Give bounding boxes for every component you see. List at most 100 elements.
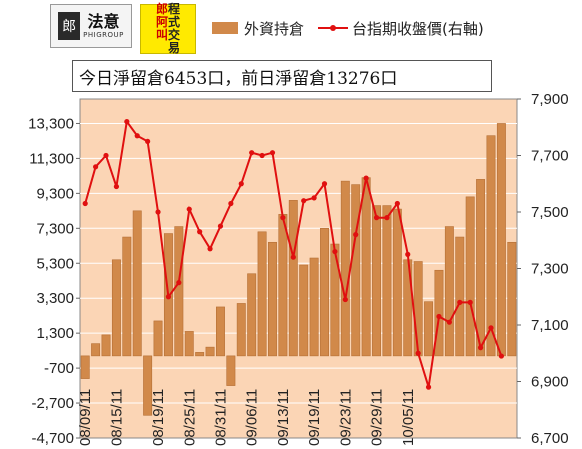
index-close-point <box>353 232 359 238</box>
position-bar <box>195 352 205 357</box>
position-bar <box>268 241 277 357</box>
plot-area <box>79 98 518 439</box>
headline-box: 今日淨留倉6453口，前日淨留倉13276口 <box>72 60 492 92</box>
logo2-char: 交 <box>168 28 181 42</box>
index-close-point <box>82 200 88 207</box>
index-close-point <box>467 299 473 305</box>
position-bar <box>455 236 465 357</box>
position-bar <box>444 226 454 357</box>
left-axis-tick-label: 13,300 <box>28 115 74 132</box>
legend-line-swatch <box>318 22 349 34</box>
index-close-point <box>155 209 161 215</box>
left-axis-tick-label: -4,700 <box>31 430 74 447</box>
position-bar <box>278 214 288 357</box>
position-bar <box>507 241 517 357</box>
index-close-point <box>280 215 286 221</box>
right-axis-tick-label: 7,300 <box>531 261 569 278</box>
legend-bar-label: 外資持倉 <box>244 19 305 38</box>
position-bar <box>424 301 434 357</box>
position-bar <box>174 226 184 357</box>
logo2-char: 易 <box>168 41 181 55</box>
position-bar <box>372 205 381 357</box>
index-close-point <box>457 299 463 305</box>
index-close-point <box>415 350 421 356</box>
index-close-point <box>446 319 452 325</box>
x-axis-tick-label: 09/06/11 <box>244 389 261 446</box>
index-close-point <box>301 198 307 204</box>
index-close-point <box>498 353 504 359</box>
left-axis-tick-label: -700 <box>44 360 74 377</box>
right-axis-tick-label: 7,900 <box>531 91 569 108</box>
logo2-char: 郎 <box>155 2 168 16</box>
left-axis-tick-label: 5,300 <box>36 255 74 272</box>
x-axis-tick-label: 09/13/11 <box>275 389 292 446</box>
index-close-point <box>384 215 390 221</box>
right-axis-tick-label: 7,700 <box>531 148 569 165</box>
position-bar <box>247 273 257 357</box>
index-close-point <box>176 280 182 286</box>
left-axis-tick-label: 3,300 <box>36 290 74 307</box>
index-close-point <box>269 150 276 156</box>
right-axis-tick-label: 6,900 <box>531 374 569 391</box>
position-bar <box>434 269 444 357</box>
x-axis-tick-label: 08/09/11 <box>77 389 94 446</box>
index-close-point <box>405 251 411 257</box>
index-close-point <box>425 384 432 390</box>
position-bar <box>205 346 215 357</box>
logo2-char: 式 <box>168 15 181 29</box>
position-bar <box>236 303 246 357</box>
position-bar <box>486 135 496 357</box>
logo-name: 法意 <box>87 12 120 31</box>
x-axis-tick-label: 09/29/11 <box>369 389 386 446</box>
position-bar <box>257 231 267 357</box>
position-bar <box>309 257 319 357</box>
index-close-point <box>124 119 130 125</box>
position-bar <box>465 196 475 357</box>
index-close-point <box>332 248 338 255</box>
logo2-char: 程 <box>168 2 181 16</box>
logo2-char: 阿 <box>155 15 168 29</box>
position-bar <box>476 179 486 357</box>
left-axis-tick-label: 7,300 <box>36 220 74 237</box>
position-bar <box>132 210 142 357</box>
index-close-point <box>290 254 296 260</box>
right-axis-tick-label: 7,500 <box>531 204 569 221</box>
position-bar <box>216 306 225 357</box>
index-close-point <box>488 325 494 331</box>
position-bar <box>111 259 121 357</box>
position-bar <box>413 261 423 357</box>
index-close-point <box>249 150 255 156</box>
index-close-point <box>113 183 120 190</box>
position-bar <box>340 180 350 357</box>
left-axis-tick-label: 9,300 <box>36 185 74 202</box>
x-axis-tick-label: 08/31/11 <box>213 389 230 446</box>
x-axis-tick-label: 08/15/11 <box>108 389 125 446</box>
position-bar <box>91 343 101 357</box>
x-axis-tick-label: 09/19/11 <box>306 389 323 446</box>
x-axis-tick-label: 08/19/11 <box>150 389 167 446</box>
left-axis-tick-label: -2,700 <box>31 395 74 412</box>
legend-bar-swatch <box>212 22 238 34</box>
index-close-point <box>321 181 328 187</box>
left-axis-tick-label: 1,300 <box>36 325 74 342</box>
right-axis-tick-label: 6,700 <box>531 430 569 447</box>
x-axis-tick-label: 08/25/11 <box>181 389 198 446</box>
position-bar <box>299 264 309 357</box>
position-bar <box>226 355 236 386</box>
right-axis-tick-label: 7,100 <box>531 317 569 334</box>
position-bar <box>320 228 329 357</box>
index-close-point <box>93 164 99 170</box>
x-axis-tick-label: 09/23/11 <box>337 389 354 446</box>
index-close-point <box>394 200 400 207</box>
headline-text: 今日淨留倉6453口，前日淨留倉13276口 <box>79 68 398 89</box>
logo-program-trading: 郎 程 阿 式 叫 交 易 <box>140 2 196 55</box>
index-close-point <box>207 246 213 252</box>
index-close-point <box>186 206 192 212</box>
position-bar <box>496 123 506 357</box>
legend-line-label: 台指期收盤價(右軸) <box>352 19 484 38</box>
index-close-point <box>363 175 369 181</box>
index-close-point <box>259 152 265 159</box>
index-close-point <box>311 195 317 201</box>
index-close-point <box>228 200 234 207</box>
